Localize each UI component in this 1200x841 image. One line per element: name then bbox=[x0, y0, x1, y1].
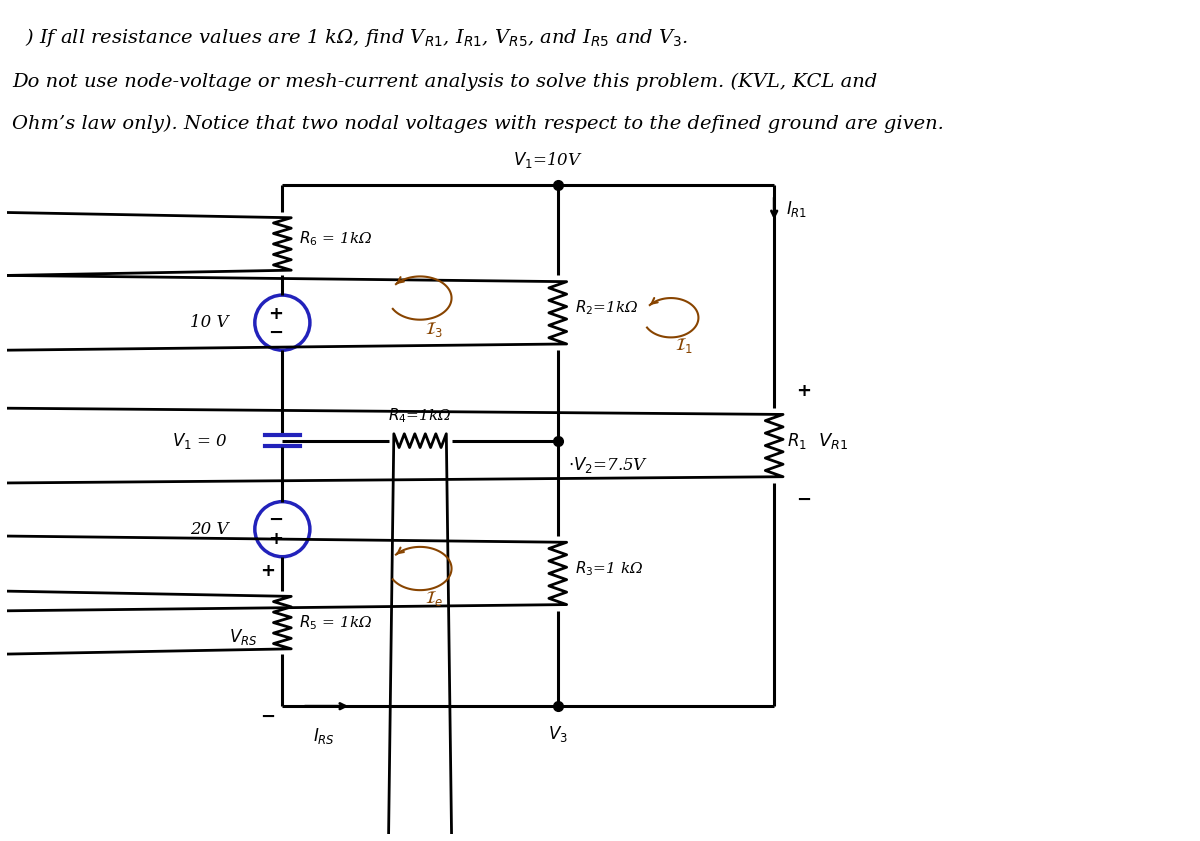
Text: $\mathcal{I}_e$: $\mathcal{I}_e$ bbox=[425, 589, 443, 607]
Text: −: − bbox=[796, 490, 811, 509]
Text: +: + bbox=[260, 563, 275, 580]
Text: $R_5$ = 1kΩ: $R_5$ = 1kΩ bbox=[299, 613, 372, 632]
Text: $R_6$ = 1kΩ: $R_6$ = 1kΩ bbox=[299, 230, 372, 248]
Text: $\cdot$$V_2$=7.5V: $\cdot$$V_2$=7.5V bbox=[568, 456, 648, 475]
Text: $V_{RS}$: $V_{RS}$ bbox=[229, 627, 257, 648]
Text: $V_{R1}$: $V_{R1}$ bbox=[818, 431, 848, 451]
Text: $V_1$ = 0: $V_1$ = 0 bbox=[173, 431, 228, 451]
Text: −: − bbox=[268, 324, 283, 341]
Text: $R_4$=1kΩ: $R_4$=1kΩ bbox=[389, 406, 452, 425]
Text: $R_3$=1 kΩ: $R_3$=1 kΩ bbox=[575, 559, 643, 578]
Text: Ohm’s law only). Notice that two nodal voltages with respect to the defined grou: Ohm’s law only). Notice that two nodal v… bbox=[12, 115, 943, 133]
Text: $R_2$=1kΩ: $R_2$=1kΩ bbox=[575, 299, 638, 317]
Text: +: + bbox=[268, 304, 283, 323]
Text: −: − bbox=[260, 708, 275, 726]
Text: $V_1$=10V: $V_1$=10V bbox=[514, 151, 583, 170]
Text: $I_{R1}$: $I_{R1}$ bbox=[786, 198, 808, 219]
Text: +: + bbox=[268, 530, 283, 548]
Text: +: + bbox=[796, 383, 811, 400]
Text: −: − bbox=[268, 511, 283, 529]
Text: $I_{RS}$: $I_{RS}$ bbox=[313, 726, 335, 746]
Text: 20 V: 20 V bbox=[190, 521, 228, 537]
Text: $\mathcal{I}_3$: $\mathcal{I}_3$ bbox=[425, 320, 443, 339]
Text: ) If all resistance values are 1 kΩ, find V$_{R1}$, I$_{R1}$, V$_{R5}$, and I$_{: ) If all resistance values are 1 kΩ, fin… bbox=[25, 26, 688, 49]
Text: $V_3$: $V_3$ bbox=[548, 724, 568, 744]
Text: Do not use node-voltage or mesh-current analysis to solve this problem. (KVL, KC: Do not use node-voltage or mesh-current … bbox=[12, 72, 877, 91]
Text: $R_1$: $R_1$ bbox=[787, 431, 806, 451]
Text: $\mathcal{I}_1$: $\mathcal{I}_1$ bbox=[674, 336, 692, 355]
Text: 10 V: 10 V bbox=[190, 315, 228, 331]
